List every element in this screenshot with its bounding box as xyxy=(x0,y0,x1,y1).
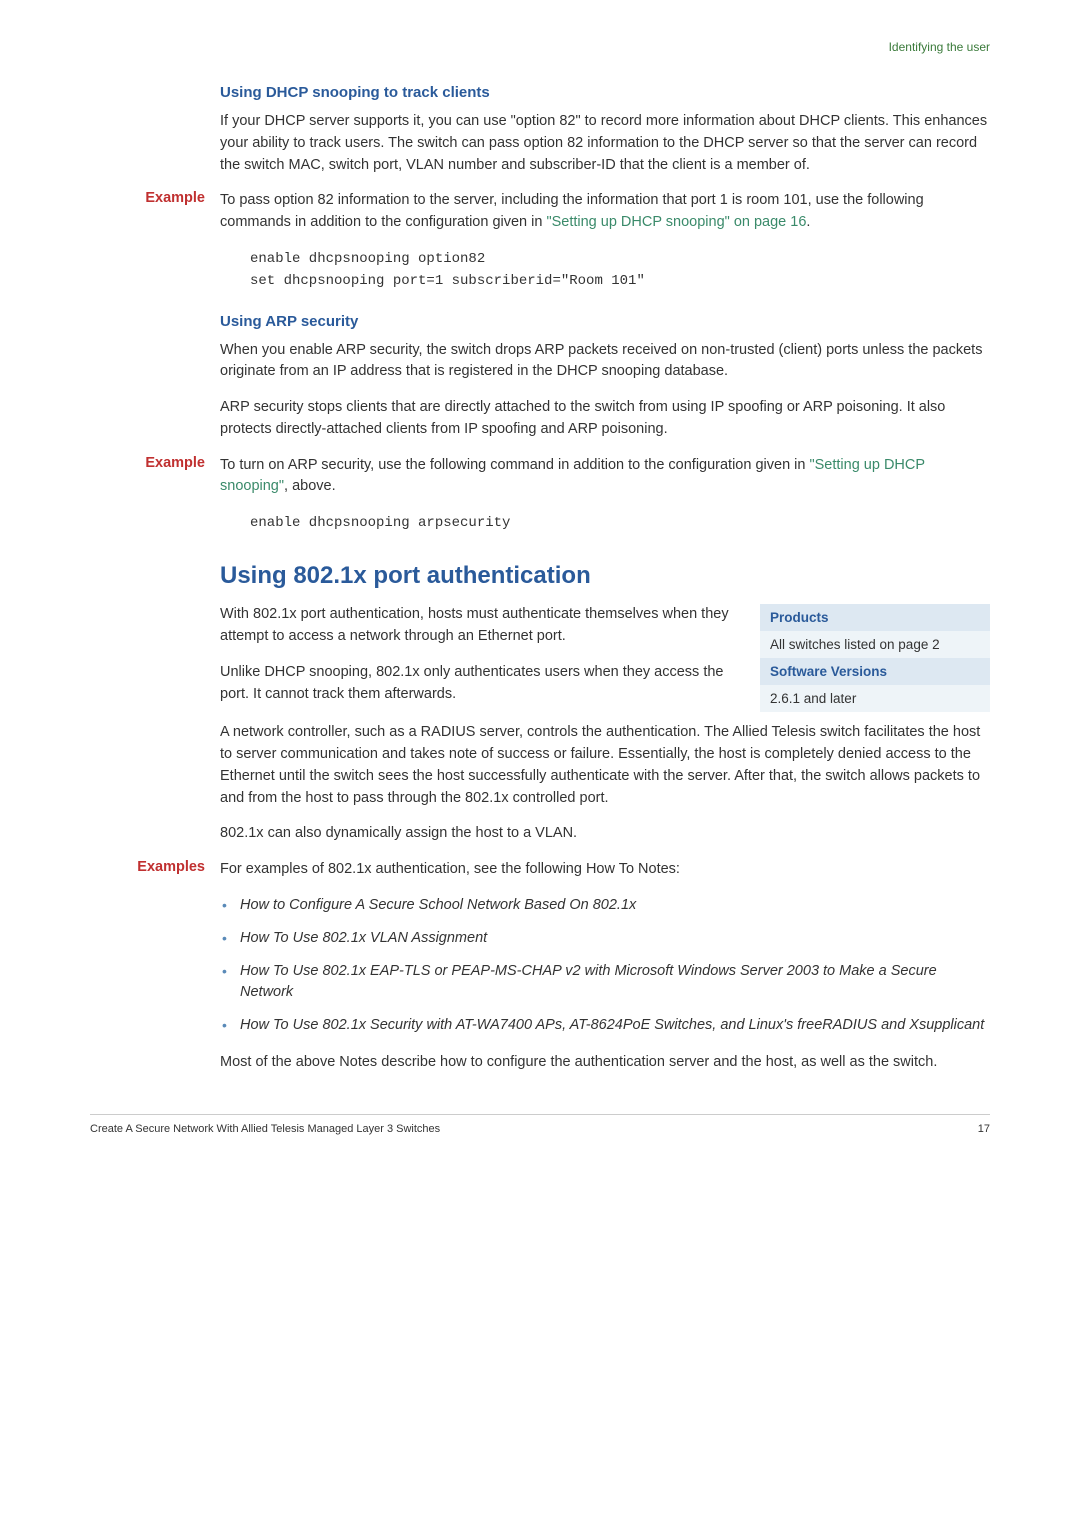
link-setting-up-snooping-1[interactable]: "Setting up DHCP snooping" on page 16 xyxy=(546,214,806,230)
code-line: enable dhcpsnooping arpsecurity xyxy=(250,512,990,534)
list-item: How To Use 802.1x Security with AT-WA740… xyxy=(220,1015,990,1036)
info-box: Products All switches listed on page 2 S… xyxy=(760,604,990,712)
examples-intro: For examples of 802.1x authentication, s… xyxy=(220,859,990,881)
para-8021x-4: 802.1x can also dynamically assign the h… xyxy=(220,823,990,845)
infobox-products-header: Products xyxy=(760,604,990,631)
heading-arp: Using ARP security xyxy=(220,313,990,330)
list-item-text: How To Use 802.1x EAP-TLS or PEAP-MS-CHA… xyxy=(240,963,937,1000)
footer-left: Create A Secure Network With Allied Tele… xyxy=(90,1123,440,1135)
example-label-2: Example xyxy=(90,455,205,471)
code-example1: enable dhcpsnooping option82 set dhcpsno… xyxy=(250,248,990,293)
para-arp-2: ARP security stops clients that are dire… xyxy=(220,397,990,441)
heading-8021x: Using 802.1x port authentication xyxy=(220,562,990,590)
example2-pre: To turn on ARP security, use the followi… xyxy=(220,457,809,473)
list-item: How to Configure A Secure School Network… xyxy=(220,895,990,916)
infobox-versions-content: 2.6.1 and later xyxy=(760,685,990,712)
code-example2: enable dhcpsnooping arpsecurity xyxy=(250,512,990,534)
examples-outro: Most of the above Notes describe how to … xyxy=(220,1052,990,1074)
infobox-products-content: All switches listed on page 2 xyxy=(760,631,990,658)
list-item-text: How To Use 802.1x Security with AT-WA740… xyxy=(240,1017,984,1033)
heading-dhcp-snoop: Using DHCP snooping to track clients xyxy=(220,84,990,101)
example-label-1: Example xyxy=(90,190,205,206)
list-item: How To Use 802.1x EAP-TLS or PEAP-MS-CHA… xyxy=(220,961,990,1003)
footer: Create A Secure Network With Allied Tele… xyxy=(90,1114,990,1135)
example2-text: To turn on ARP security, use the followi… xyxy=(220,455,990,499)
list-item-text: How To Use 802.1x VLAN Assignment xyxy=(240,930,487,946)
running-header: Identifying the user xyxy=(90,40,990,54)
code-line: enable dhcpsnooping option82 xyxy=(250,248,990,270)
example1-post: . xyxy=(806,214,810,230)
infobox-versions-header: Software Versions xyxy=(760,658,990,685)
example1-text: To pass option 82 information to the ser… xyxy=(220,190,990,234)
examples-list: How to Configure A Secure School Network… xyxy=(220,895,990,1036)
list-item-text: How to Configure A Secure School Network… xyxy=(240,897,636,913)
para-8021x-3: A network controller, such as a RADIUS s… xyxy=(220,722,990,809)
code-line: set dhcpsnooping port=1 subscriberid="Ro… xyxy=(250,270,990,292)
examples-label: Examples xyxy=(90,859,205,875)
para-dhcp-snoop-1: If your DHCP server supports it, you can… xyxy=(220,111,990,176)
para-arp-1: When you enable ARP security, the switch… xyxy=(220,340,990,384)
list-item: How To Use 802.1x VLAN Assignment xyxy=(220,928,990,949)
footer-right: 17 xyxy=(978,1123,990,1135)
example2-post: , above. xyxy=(284,478,336,494)
